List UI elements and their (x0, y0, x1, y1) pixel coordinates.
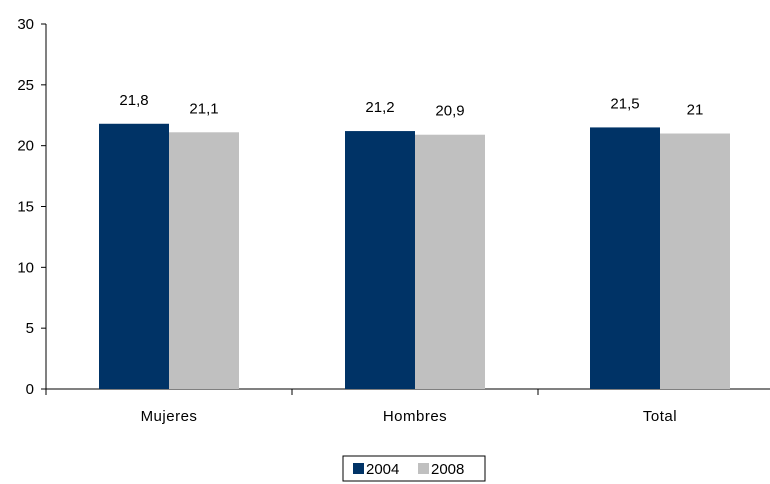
data-labels: 21,8 21,1 21,2 20,9 21,5 21 (119, 92, 703, 120)
y-tick-label: 20 (17, 138, 34, 155)
category-label-total: Total (643, 408, 677, 425)
y-axis: 0 5 10 15 20 25 30 (17, 16, 47, 398)
data-label: 21,8 (119, 92, 148, 109)
category-labels: Mujeres Hombres Total (141, 408, 677, 425)
y-tick-label: 0 (26, 381, 34, 398)
bar-2004-mujeres (99, 123, 169, 390)
y-tick-label: 5 (26, 320, 34, 337)
data-label: 21,5 (610, 95, 639, 112)
y-tick-label: 10 (17, 259, 34, 276)
legend: 2004 2008 (342, 455, 486, 482)
bar-2008-hombres (415, 134, 485, 389)
bar-2004-hombres (345, 131, 415, 390)
data-label: 21,2 (365, 99, 394, 116)
data-label: 21,1 (189, 100, 218, 117)
legend-label-2008: 2008 (431, 461, 464, 478)
y-tick-label: 25 (17, 77, 34, 94)
category-label-hombres: Hombres (383, 408, 447, 425)
legend-swatch-2004 (353, 463, 364, 474)
data-label: 21 (687, 102, 704, 119)
x-axis (45, 388, 770, 395)
legend-swatch-2008 (418, 463, 429, 474)
legend-label-2004: 2004 (366, 461, 399, 478)
category-label-mujeres: Mujeres (141, 408, 198, 425)
bar-2008-mujeres (169, 132, 239, 390)
legend-border (342, 455, 486, 482)
y-tick-label: 15 (17, 199, 34, 216)
bar-2004-total (590, 127, 660, 390)
bars (99, 123, 730, 390)
bar-2008-total (660, 133, 730, 389)
data-label: 20,9 (435, 103, 464, 120)
y-tick-label: 30 (17, 16, 34, 33)
